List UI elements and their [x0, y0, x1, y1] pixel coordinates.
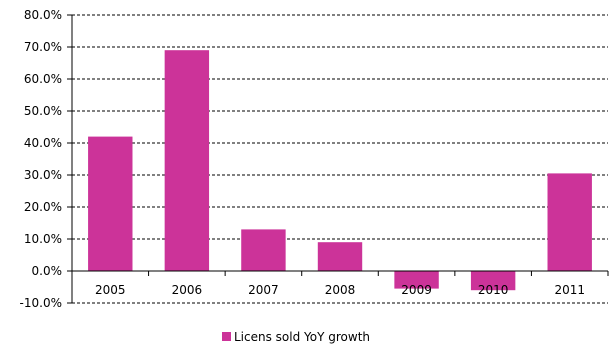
y-tick-label: 20.0%: [24, 200, 62, 214]
axes: [67, 14, 609, 304]
x-tick-label: 2005: [95, 283, 126, 297]
bar-2011: [547, 173, 592, 271]
x-tick-label: 2009: [401, 283, 432, 297]
y-tick-label: 40.0%: [24, 136, 62, 150]
bar-2005: [88, 136, 133, 271]
y-tick-label: 80.0%: [24, 8, 62, 22]
bar-2007: [241, 229, 286, 271]
legend-swatch: [222, 332, 231, 341]
bars: [88, 50, 592, 291]
bar-2009: [394, 271, 439, 289]
x-tick-label: 2008: [325, 283, 356, 297]
bar-2010: [470, 271, 516, 291]
x-tick-label: 2006: [172, 283, 203, 297]
x-tick-label: 2010: [478, 283, 509, 297]
legend: Licens sold YoY growth: [222, 330, 370, 344]
y-tick-label: 10.0%: [24, 232, 62, 246]
x-tick-label: 2011: [554, 283, 585, 297]
legend-label: Licens sold YoY growth: [234, 330, 370, 344]
y-tick-label: -10.0%: [20, 296, 62, 310]
x-tick-label: 2007: [248, 283, 279, 297]
bar-2008: [317, 242, 363, 271]
y-tick-label: 60.0%: [24, 72, 62, 86]
gridlines: [72, 14, 608, 304]
y-tick-label: 30.0%: [24, 168, 62, 182]
x-tick-labels: 2005 2006 2007 2008 2009 2010 2011: [95, 283, 585, 297]
y-tick-label: 70.0%: [24, 40, 62, 54]
y-tick-label: 0.0%: [32, 264, 63, 278]
bar-2006: [164, 50, 210, 272]
y-tick-label: 50.0%: [24, 104, 62, 118]
y-tick-labels: 80.0% 70.0% 60.0% 50.0% 40.0% 30.0% 20.0% 10.0%…: [20, 8, 62, 310]
